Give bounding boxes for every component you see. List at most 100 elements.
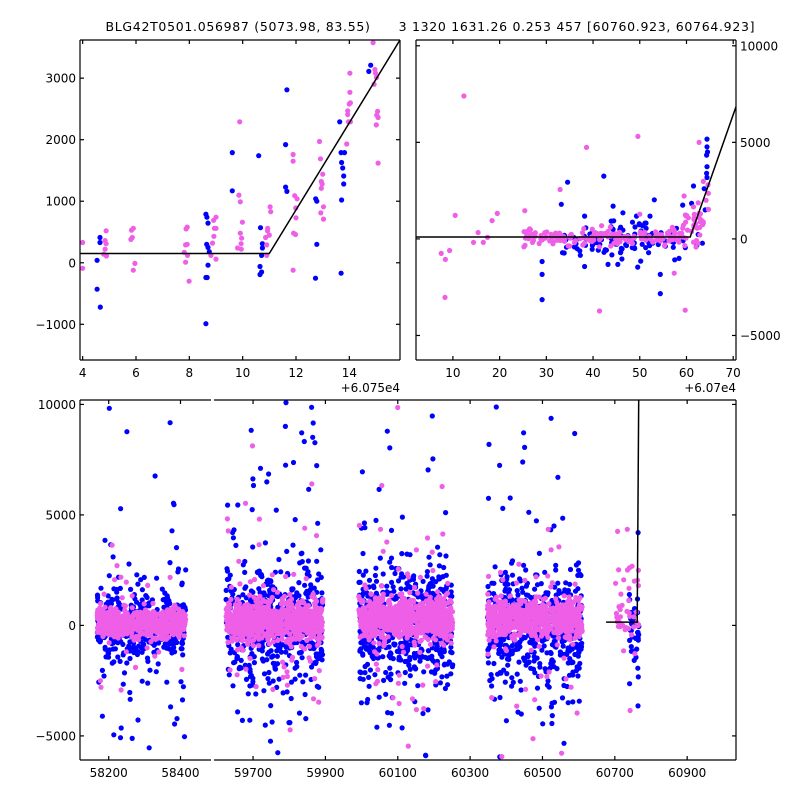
pink-point (656, 232, 663, 238)
y-tick-label: 1000 (45, 195, 76, 209)
pink-point (314, 623, 320, 629)
pink-point (703, 197, 709, 203)
blue-point (497, 694, 503, 701)
blue-point (520, 589, 526, 595)
pink-point (163, 636, 169, 642)
blue-point (310, 420, 316, 426)
blue-point (274, 653, 280, 659)
pink-point (254, 606, 260, 612)
blue-point (266, 669, 272, 676)
pink-point (461, 93, 467, 99)
pink-point (181, 633, 187, 639)
blue-point (570, 672, 576, 678)
blue-point (557, 652, 564, 658)
blue-point (381, 677, 387, 684)
y-tick-label: 2000 (45, 133, 76, 147)
blue-point (515, 592, 521, 598)
blue-point (166, 641, 172, 647)
pink-point (109, 623, 115, 629)
pink-point (299, 626, 305, 632)
blue-point (491, 660, 497, 667)
blue-point (572, 651, 578, 658)
pink-point (372, 633, 378, 639)
pink-point (641, 231, 648, 237)
pink-point (132, 664, 139, 671)
blue-point (368, 62, 374, 68)
pink-point (480, 239, 486, 245)
pink-point (211, 233, 217, 239)
blue-point (635, 665, 641, 671)
pink-point (536, 240, 542, 247)
pink-point (401, 612, 407, 618)
pink-point (172, 602, 178, 608)
pink-point (151, 609, 157, 616)
blue-point (314, 463, 320, 469)
blue-point (235, 642, 241, 648)
blue-point (242, 569, 248, 576)
blue-point (273, 507, 279, 513)
blue-point (282, 423, 288, 429)
blue-point (380, 571, 386, 577)
blue-point (159, 586, 165, 592)
pink-point (161, 620, 167, 626)
blue-point (247, 683, 253, 689)
pink-point (287, 591, 293, 598)
blue-point (366, 648, 372, 654)
blue-point (305, 569, 311, 575)
blue-point (168, 704, 174, 710)
blue-point (302, 691, 308, 698)
blue-point (339, 159, 345, 166)
pink-point (213, 225, 219, 231)
pink-point (697, 232, 703, 238)
pink-point (430, 610, 436, 616)
pink-point (365, 625, 371, 631)
pink-point (572, 238, 579, 244)
pink-point (264, 242, 270, 248)
pink-point (245, 607, 251, 614)
pink-point (157, 635, 163, 641)
blue-point (261, 688, 267, 694)
blue-point (314, 198, 320, 204)
blue-point (269, 719, 275, 725)
blue-point (109, 660, 115, 666)
blue-point (301, 438, 307, 445)
blue-point (389, 564, 395, 571)
pink-point (553, 230, 559, 236)
blue-point (118, 725, 124, 731)
y-tick-label: −1000 (35, 318, 76, 332)
blue-point (338, 270, 344, 276)
blue-point (268, 703, 274, 709)
blue-point (704, 136, 710, 142)
x-tick-label: 58400 (161, 766, 199, 780)
blue-point (392, 642, 398, 648)
blue-point (572, 430, 578, 437)
blue-point (101, 673, 107, 679)
pink-point (287, 727, 293, 733)
blue-point (124, 429, 130, 435)
pink-point (643, 237, 649, 243)
pink-point (129, 593, 135, 599)
pink-point (236, 600, 243, 607)
pink-point (239, 638, 245, 644)
blue-point (545, 678, 551, 684)
pink-point (256, 542, 262, 548)
blue-point (224, 568, 231, 574)
blue-point (386, 722, 392, 728)
blue-point (179, 646, 185, 652)
blue-point (387, 665, 393, 671)
blue-point (106, 573, 112, 579)
blue-point (399, 725, 405, 731)
pink-point (693, 244, 699, 250)
pink-point (420, 600, 426, 606)
pink-point (589, 226, 595, 232)
pink-point (242, 500, 249, 506)
pink-point (666, 228, 673, 234)
blue-point (704, 164, 710, 170)
blue-point (111, 732, 117, 738)
blue-point (262, 540, 268, 546)
pink-point (385, 634, 391, 640)
blue-point (578, 572, 584, 579)
blue-point (556, 590, 562, 597)
blue-point (290, 586, 296, 592)
blue-point (404, 658, 410, 664)
